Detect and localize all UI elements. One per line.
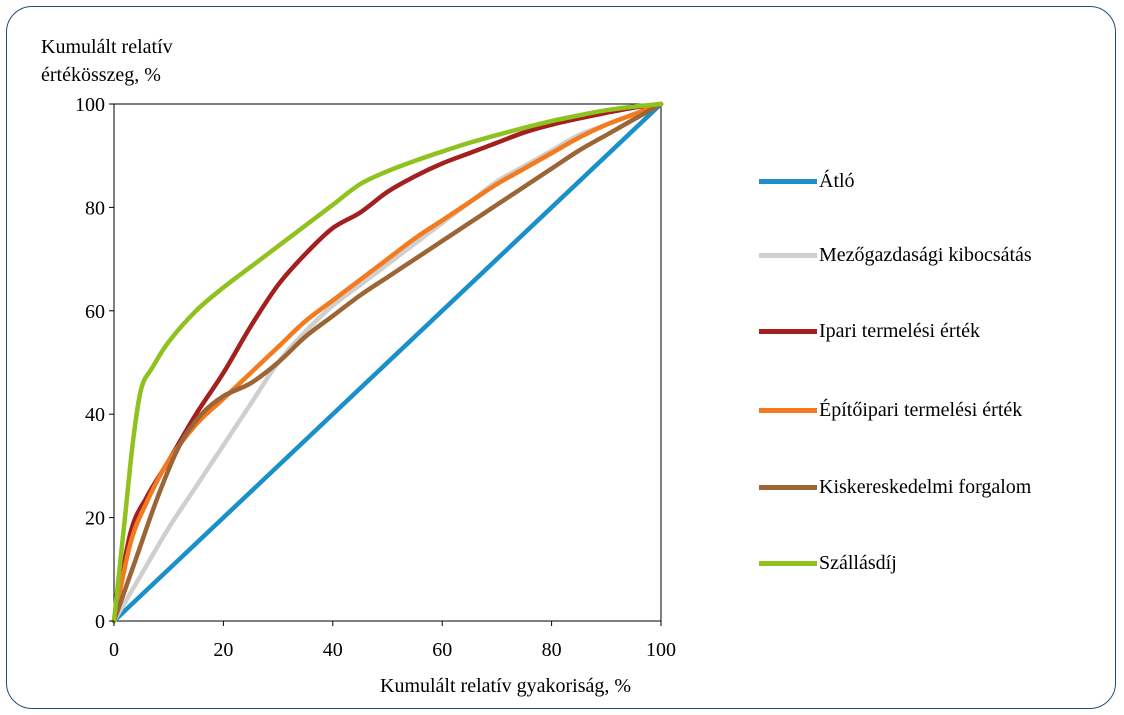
- series-line-1: [111, 101, 664, 624]
- legend-swatch: [759, 178, 817, 184]
- legend-label: Építőipari termelési érték: [819, 398, 1023, 421]
- tick-layer: 0 20 40 60 80 100 0 20 40 60 80 100: [75, 94, 676, 661]
- legend-item-6: Szállásdíj: [759, 548, 897, 578]
- legend-swatch: [759, 484, 817, 490]
- y-axis-label-line-1: Kumulált relatív: [41, 36, 173, 58]
- y-tick-label: 20: [85, 508, 105, 530]
- y-tick-label: 100: [75, 94, 105, 116]
- legend-label: Átló: [819, 169, 855, 192]
- series-line-6: [111, 101, 664, 624]
- y-tick-label: 0: [95, 611, 105, 633]
- y-axis-label-line-2: értékösszeg, %: [41, 64, 161, 86]
- y-tick-label: 80: [85, 197, 105, 219]
- x-tick-label: 40: [323, 639, 343, 661]
- x-tick-label: 100: [646, 639, 676, 661]
- x-tick-label: 60: [432, 639, 452, 661]
- legend-swatch: [759, 328, 817, 334]
- y-tick-label: 60: [85, 301, 105, 323]
- legend-swatch: [759, 252, 817, 258]
- legend-item-5: Kiskereskedelmi forgalom: [759, 472, 1031, 502]
- x-tick-label: 20: [213, 639, 233, 661]
- x-tick-label: 80: [542, 639, 562, 661]
- legend-item-3: Ipari termelési érték: [759, 316, 980, 346]
- x-tick-label: 0: [109, 639, 119, 661]
- legend-swatch: [759, 560, 817, 566]
- series-line-2: [111, 101, 664, 624]
- legend-swatch: [759, 407, 817, 413]
- legend-item-4: Építőipari termelési érték: [759, 395, 1022, 425]
- series-layer: [111, 101, 664, 624]
- series-line-5: [111, 101, 664, 624]
- legend-item-1: Átló: [759, 166, 855, 196]
- legend-label: Szállásdíj: [819, 551, 897, 574]
- legend-item-2: Mezőgazdasági kibocsátás: [759, 240, 1032, 270]
- x-axis-label: Kumulált relatív gyakoriság, %: [380, 675, 632, 697]
- legend-label: Mezőgazdasági kibocsátás: [819, 243, 1032, 266]
- y-axis-label: Kumulált relatív értékösszeg, %: [41, 33, 241, 89]
- legend-label: Ipari termelési érték: [819, 319, 981, 342]
- legend-label: Kiskereskedelmi forgalom: [819, 475, 1032, 498]
- y-tick-label: 40: [85, 404, 105, 426]
